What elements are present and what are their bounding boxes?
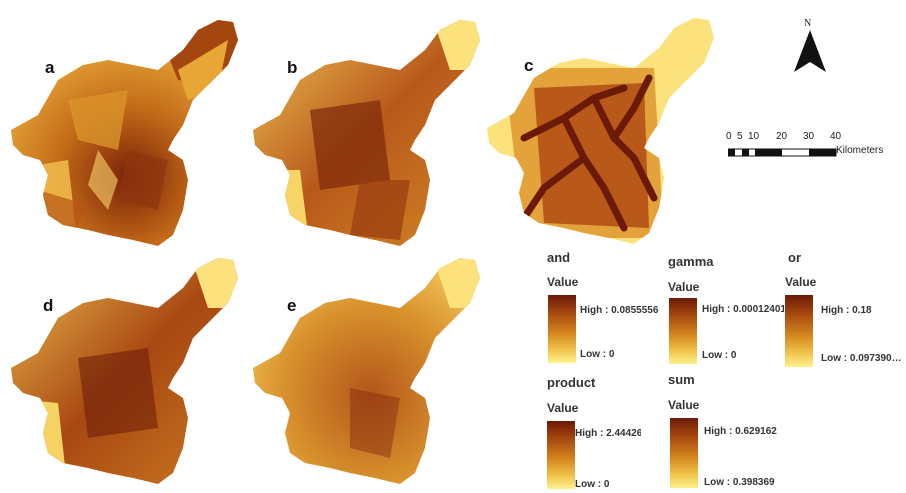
legend-low: Low : 0: [575, 479, 610, 490]
map-d: [11, 258, 238, 484]
legend-high: High : 2.44426: [575, 428, 641, 439]
map-panel-e: e: [250, 248, 490, 493]
map-e: [253, 258, 480, 484]
legend-and: and Value High : 0.0855556 Low : 0: [547, 250, 667, 365]
legend-high: High : 0.18: [821, 305, 872, 316]
map-panel-d: d: [8, 248, 248, 493]
scale-bar-graphic: [728, 148, 837, 157]
legend-or: or Value High : 0.18 Low : 0.097390…: [785, 250, 906, 368]
scale-bar: 0 5 10 20 30 40 Kilometers: [726, 131, 901, 171]
color-ramp: [669, 298, 697, 364]
legend-title: gamma: [668, 254, 714, 269]
color-ramp: [785, 295, 813, 367]
scale-unit: Kilometers: [836, 145, 884, 156]
north-label: N: [804, 18, 812, 29]
legend-title: and: [547, 250, 571, 265]
panel-label-a: a: [45, 58, 55, 77]
legend-value-label: Value: [668, 280, 700, 294]
legend-title: product: [547, 375, 596, 390]
panel-label-d: d: [43, 296, 54, 315]
legend-gamma: gamma Value High : 0.00012401 Low : 0: [668, 254, 784, 366]
legend-high: High : 0.0855556: [580, 305, 659, 316]
legend-value-label: Value: [547, 275, 579, 289]
scale-tick-40: 40: [830, 131, 842, 142]
color-ramp: [547, 421, 575, 489]
panel-label-c: c: [524, 56, 534, 75]
scale-tick-30: 30: [803, 131, 815, 142]
legend-sum: sum Value High : 0.629162 Low : 0.398369: [668, 372, 788, 492]
map-panel-a: a: [8, 10, 248, 250]
legend-title: sum: [668, 372, 695, 387]
panel-label-b: b: [287, 58, 298, 77]
color-ramp: [670, 418, 698, 488]
legend-high: High : 0.629162: [704, 426, 777, 437]
scale-tick-20: 20: [776, 131, 788, 142]
legend-value-label: Value: [668, 398, 700, 412]
north-arrow: N: [792, 18, 828, 74]
legend-low: Low : 0: [580, 349, 615, 360]
scale-tick-0: 0: [726, 131, 732, 142]
map-panel-b: b: [250, 10, 490, 250]
legend-low: Low : 0.097390…: [821, 353, 902, 364]
legend-high: High : 0.00012401: [702, 304, 784, 315]
legend-title: or: [788, 250, 801, 265]
map-panel-c: c: [484, 8, 724, 253]
map-b: [253, 20, 480, 246]
legend-product: product Value High : 2.44426 Low : 0: [547, 375, 657, 491]
north-arrow-icon: [794, 30, 826, 72]
panel-label-e: e: [287, 296, 297, 315]
map-a: [11, 20, 238, 246]
color-ramp: [548, 295, 576, 363]
map-c: [487, 18, 714, 244]
legend-value-label: Value: [547, 401, 579, 415]
scale-tick-5: 5: [737, 131, 743, 142]
scale-tick-10: 10: [748, 131, 760, 142]
legend-low: Low : 0: [702, 350, 737, 361]
legend-low: Low : 0.398369: [704, 477, 775, 488]
legend-value-label: Value: [785, 275, 817, 289]
